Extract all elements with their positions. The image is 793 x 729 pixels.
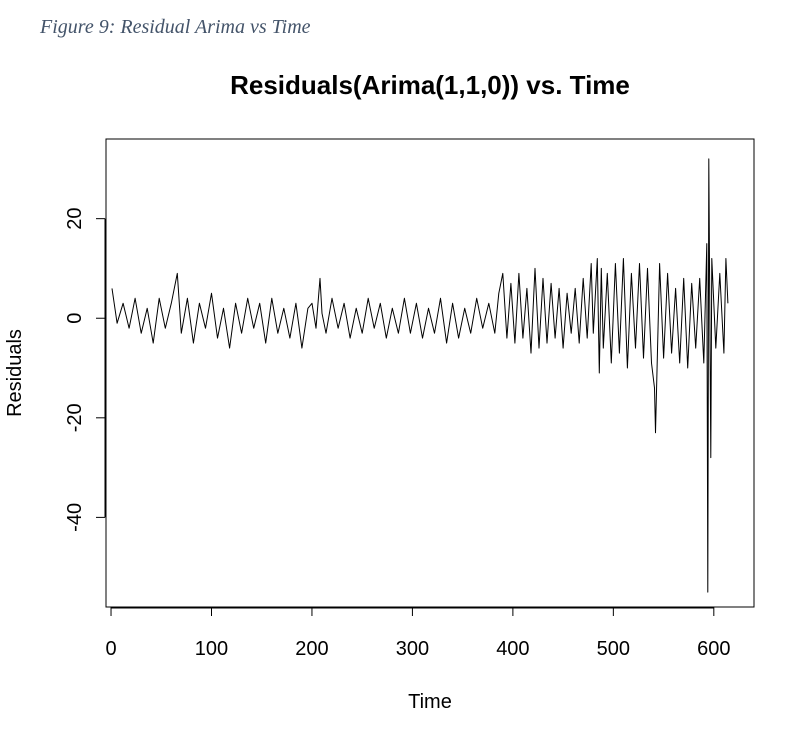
y-tick-label: 20 — [64, 208, 86, 230]
x-tick-label: 500 — [597, 638, 630, 660]
x-tick-label: 200 — [295, 638, 328, 660]
chart-title: Residuals(Arima(1,1,0)) vs. Time — [230, 70, 630, 100]
x-tick-label: 600 — [697, 638, 730, 660]
x-axis-label: Time — [408, 691, 452, 713]
x-tick-label: 300 — [396, 638, 429, 660]
residuals-line — [111, 158, 729, 593]
y-tick-label: -40 — [64, 503, 86, 532]
y-axis: -40 -20 0 20 — [64, 208, 106, 532]
x-tick-label: 100 — [195, 638, 228, 660]
x-tick-label: 0 — [105, 638, 116, 660]
y-tick-label: -20 — [64, 403, 86, 432]
x-axis: 0 100 200 300 400 500 600 — [105, 607, 731, 660]
y-axis-label: Residuals — [4, 329, 26, 417]
x-tick-label: 400 — [496, 638, 529, 660]
plot-frame — [105, 138, 755, 608]
series-layer — [111, 158, 729, 593]
y-tick-label: 0 — [64, 313, 86, 324]
figure-caption: Figure 9: Residual Arima vs Time — [40, 16, 311, 38]
